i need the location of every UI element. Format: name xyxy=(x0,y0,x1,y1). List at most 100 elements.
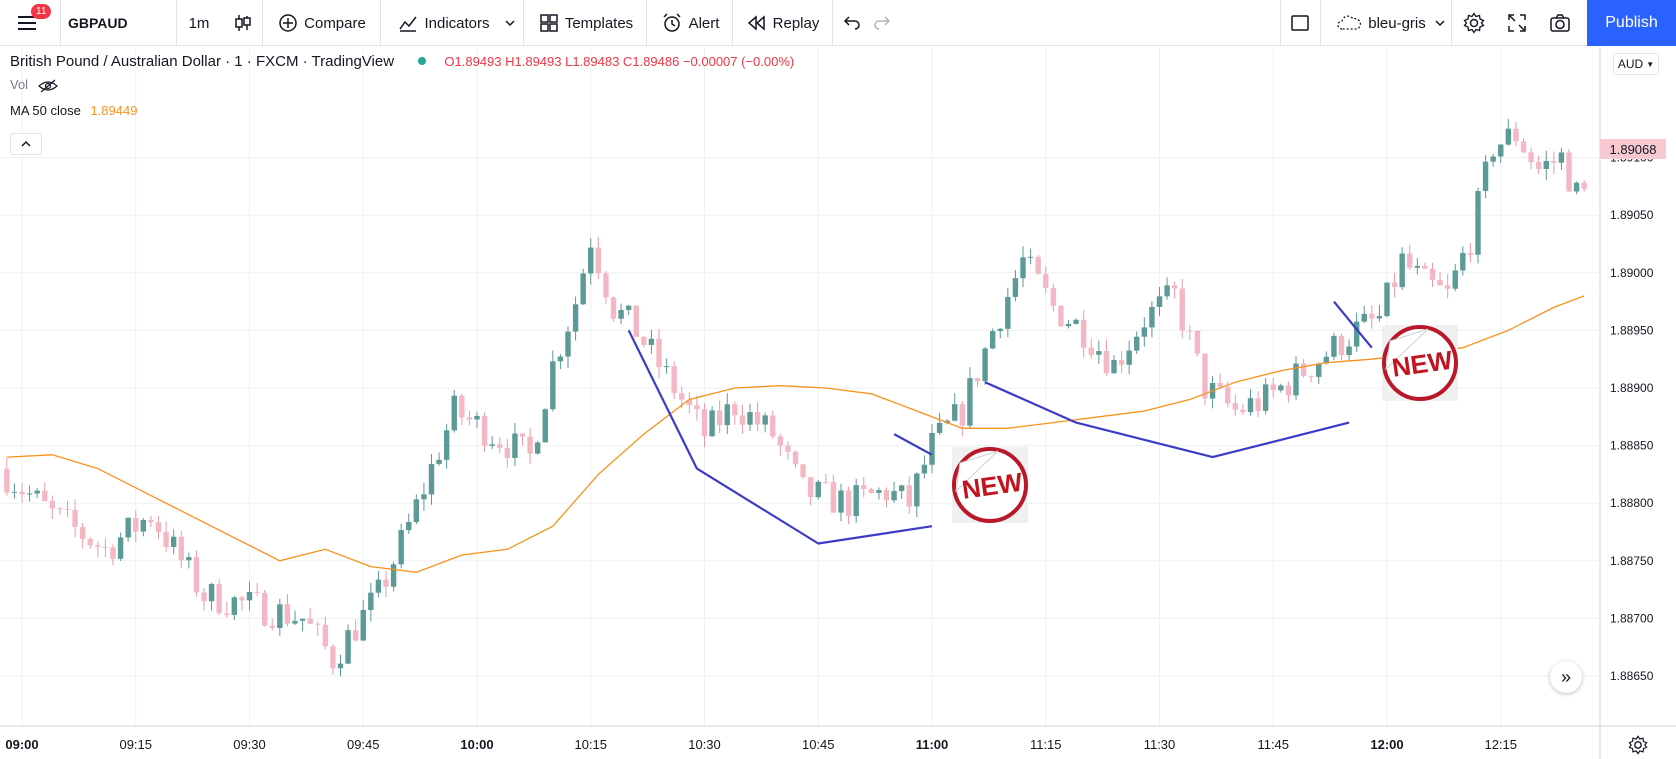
candle-body xyxy=(694,405,700,410)
fullscreen-layout-button[interactable] xyxy=(1284,0,1316,46)
templates-icon xyxy=(540,14,558,32)
candle-body xyxy=(1535,162,1542,169)
publish-button[interactable]: Publish xyxy=(1587,0,1676,46)
menu-button[interactable] xyxy=(8,0,48,46)
candle-body xyxy=(87,538,93,546)
candle-body xyxy=(1520,141,1527,153)
new-sticker[interactable]: NEW xyxy=(1382,325,1458,401)
indicators-dropdown[interactable] xyxy=(502,0,518,46)
candle-body xyxy=(155,522,162,533)
candle-body xyxy=(1134,336,1140,351)
y-tick-label: 1.88650 xyxy=(1610,669,1654,683)
y-tick-label: 1.88850 xyxy=(1610,439,1654,453)
candle-body xyxy=(853,485,859,517)
candle-body xyxy=(352,630,359,641)
candle-body xyxy=(1460,252,1466,271)
chart-legend-main: British Pound / Australian Dollar · 1 · … xyxy=(10,53,794,70)
candle-body xyxy=(360,609,366,641)
candle-body xyxy=(277,604,283,628)
current-price-label: 1.89068 xyxy=(1600,139,1666,159)
x-tick-label: 10:15 xyxy=(574,737,607,752)
candle-body xyxy=(398,530,404,565)
candle-body xyxy=(1096,351,1102,355)
candle-body xyxy=(406,522,412,531)
layout-name-button[interactable]: bleu-gris xyxy=(1326,0,1456,46)
candle-body xyxy=(1149,306,1155,328)
double-chevron-right-icon: » xyxy=(1560,666,1571,687)
candle-body xyxy=(451,395,457,431)
candle-body xyxy=(284,604,291,624)
collapse-legend-button[interactable] xyxy=(10,133,42,155)
candle-body xyxy=(1505,128,1512,145)
candle-body xyxy=(989,331,996,349)
candle-body xyxy=(34,490,40,494)
indicators-button[interactable]: Indicators xyxy=(390,0,498,46)
trendline-drawing-2[interactable] xyxy=(893,433,933,456)
candle-body xyxy=(1232,403,1239,410)
trendline-drawing-3[interactable] xyxy=(984,381,1350,459)
fullscreen-button[interactable] xyxy=(1500,0,1534,46)
candle-body xyxy=(1043,273,1049,289)
candle-body xyxy=(474,415,480,420)
square-icon xyxy=(1291,15,1309,31)
candle-body xyxy=(1179,288,1185,331)
new-sticker[interactable]: NEW xyxy=(952,447,1028,523)
trendline-drawing-1[interactable] xyxy=(627,329,933,545)
redo-button[interactable] xyxy=(868,0,896,46)
candle-body xyxy=(845,490,852,517)
candle-body xyxy=(1262,384,1269,411)
candle-body xyxy=(337,663,344,669)
candle-body xyxy=(565,331,571,357)
interval-button[interactable]: 1m xyxy=(178,0,220,46)
snapshot-button[interactable] xyxy=(1542,0,1578,46)
replay-button[interactable]: Replay xyxy=(740,0,826,46)
candle-body xyxy=(125,517,131,538)
candle-body xyxy=(1482,161,1489,192)
undo-button[interactable] xyxy=(838,0,866,46)
candle-body xyxy=(239,597,245,601)
candle-body xyxy=(1278,385,1284,391)
scroll-to-realtime-button[interactable]: » xyxy=(1550,661,1582,693)
compare-button[interactable]: Compare xyxy=(272,0,372,46)
candle-body xyxy=(64,509,71,511)
chart-style-button[interactable] xyxy=(228,0,258,46)
sticker-peel xyxy=(955,450,999,493)
eye-hidden-icon[interactable] xyxy=(37,79,58,93)
candle-body xyxy=(1164,285,1170,297)
candle-body xyxy=(792,451,799,465)
ma-value: 1.89449 xyxy=(90,103,138,118)
symbol-search-button[interactable]: GBPAUD xyxy=(68,0,168,46)
candle-body xyxy=(997,328,1003,332)
layout-name-label: bleu-gris xyxy=(1368,14,1426,32)
candle-body xyxy=(1444,285,1451,289)
cloud-icon xyxy=(1337,15,1362,30)
candle-body xyxy=(193,557,200,593)
alert-button[interactable]: Alert xyxy=(654,0,726,46)
candle-body xyxy=(625,305,632,310)
candle-body xyxy=(1073,319,1079,324)
candle-body xyxy=(1111,360,1117,374)
candle-body xyxy=(588,247,594,274)
currency-select[interactable]: AUD ▼ xyxy=(1613,53,1659,75)
candle-body xyxy=(49,500,56,509)
rewind-icon xyxy=(747,15,765,31)
volume-label: Vol xyxy=(10,77,29,92)
settings-button[interactable] xyxy=(1456,0,1492,46)
candle-body xyxy=(110,547,116,559)
templates-button[interactable]: Templates xyxy=(532,0,640,46)
candle-body xyxy=(1452,270,1458,289)
candle-body xyxy=(1429,268,1436,281)
candle-body xyxy=(512,433,518,458)
candle-body xyxy=(754,412,761,425)
candle-body xyxy=(762,415,768,425)
y-tick-label: 1.88750 xyxy=(1610,554,1654,568)
replay-label: Replay xyxy=(772,14,820,32)
chart-settings-button[interactable] xyxy=(1626,733,1650,757)
sticker-peel xyxy=(1385,328,1429,371)
candle-body xyxy=(1414,265,1421,268)
candle-body xyxy=(838,490,844,513)
y-tick-label: 1.88950 xyxy=(1610,323,1654,337)
trendline-drawing-4[interactable] xyxy=(1333,300,1373,349)
